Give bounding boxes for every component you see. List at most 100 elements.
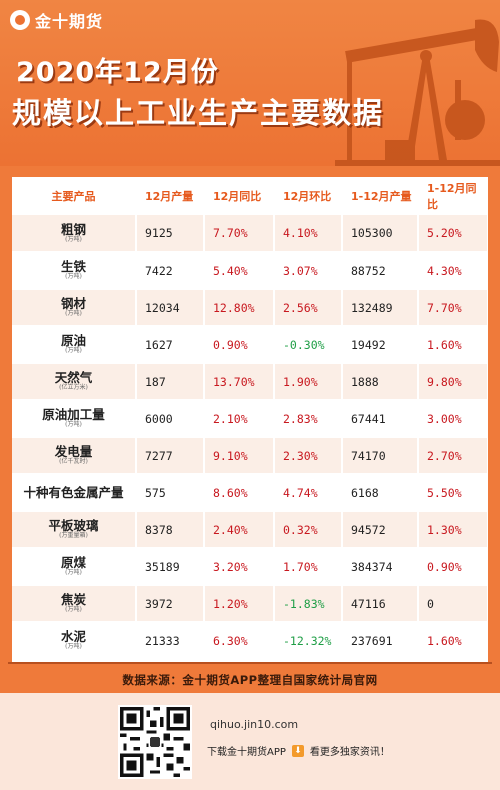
- product-unit: (亿立方米): [59, 384, 88, 391]
- column-header-dec-yoy: 12月同比: [204, 177, 275, 215]
- cell-dec-yoy: 7.70%: [204, 215, 275, 253]
- product-cell: 粗钢 (万吨): [12, 215, 137, 253]
- cell-ytd-yoy: 1.30%: [418, 511, 488, 549]
- cell-dec-mom: 1.90%: [274, 363, 343, 401]
- cell-ytd-output: 19492: [342, 326, 419, 364]
- product-cell: 原油 (万吨): [12, 326, 137, 364]
- website-url[interactable]: qihuo.jin10.com: [210, 718, 299, 731]
- cell-dec-output: 7422: [136, 252, 205, 290]
- product-cell: 钢材 (万吨): [12, 289, 137, 327]
- cell-ytd-yoy: 2.70%: [418, 437, 488, 475]
- product-unit: (万吨): [65, 310, 82, 317]
- table-row: 原煤 (万吨) 35189 3.20% 1.70% 384374 0.90%: [12, 548, 488, 586]
- cell-dec-mom: 3.07%: [274, 252, 343, 290]
- product-name: 水泥: [60, 629, 86, 644]
- cell-dec-mom: -1.83%: [274, 585, 343, 623]
- download-app-text: 下载金十期货APP: [207, 747, 286, 758]
- download-app-suffix: 看更多独家资讯！: [309, 747, 390, 758]
- table-row: 发电量 (亿千瓦时) 7277 9.10% 2.30% 74170 2.70%: [12, 437, 488, 475]
- cell-dec-yoy: 9.10%: [204, 437, 275, 475]
- product-unit: (亿千瓦时): [59, 458, 88, 465]
- page-title-date: 2020年12月份: [16, 57, 219, 88]
- cell-dec-yoy: 1.20%: [204, 585, 275, 623]
- product-cell: 原油加工量 (万吨): [12, 400, 137, 438]
- product-name: 原煤: [60, 555, 86, 570]
- product-cell: 发电量 (亿千瓦时): [12, 437, 137, 475]
- cell-dec-output: 7277: [136, 437, 205, 475]
- cell-dec-yoy: 8.60%: [204, 474, 275, 512]
- production-data-table: 主要产品 12月产量 12月同比 12月环比 1-12月产量 1-12月同比 粗…: [12, 177, 488, 660]
- column-header-dec-mom: 12月环比: [274, 177, 343, 215]
- table-header-row: 主要产品 12月产量 12月同比 12月环比 1-12月产量 1-12月同比: [12, 177, 488, 215]
- qr-code-image[interactable]: [118, 705, 192, 779]
- table-row: 水泥 (万吨) 21333 6.30% -12.32% 237691 1.60%: [12, 622, 488, 660]
- cell-ytd-yoy: 9.80%: [418, 363, 488, 401]
- table-row: 焦炭 (万吨) 3972 1.20% -1.83% 47116 0: [12, 585, 488, 623]
- cell-ytd-yoy: 1.60%: [418, 326, 488, 364]
- table-body: 粗钢 (万吨) 9125 7.70% 4.10% 105300 5.20% 生铁 (万吨) 742…: [12, 215, 488, 660]
- table-row: 原油加工量 (万吨) 6000 2.10% 2.83% 67441 3.00%: [12, 400, 488, 438]
- product-unit: (万吨): [65, 347, 82, 354]
- jin10-logo-icon: [10, 10, 30, 30]
- cell-dec-yoy: 5.40%: [204, 252, 275, 290]
- cell-ytd-yoy: 7.70%: [418, 289, 488, 327]
- cell-ytd-yoy: 0: [418, 585, 488, 623]
- table-row: 原油 (万吨) 1627 0.90% -0.30% 19492 1.60%: [12, 326, 488, 364]
- product-cell: 水泥 (万吨): [12, 622, 137, 660]
- cell-dec-mom: 4.74%: [274, 474, 343, 512]
- product-name: 平板玻璃: [48, 518, 99, 533]
- data-table-card: 金十期货 金十期货 金十期货 金十期货 金十期货 金十期货 金十期货 金十期货 …: [12, 177, 488, 662]
- cell-dec-yoy: 2.40%: [204, 511, 275, 549]
- cell-dec-output: 9125: [136, 215, 205, 253]
- cell-dec-yoy: 12.80%: [204, 289, 275, 327]
- page-title: 规模以上工业生产主要数据: [12, 96, 385, 130]
- header-banner: 金十期货 2020年12月份 规模以上工业生产主要数据: [0, 0, 500, 166]
- product-name: 焦炭: [60, 592, 86, 607]
- product-cell: 十种有色金属产量: [12, 474, 137, 512]
- table-row: 粗钢 (万吨) 9125 7.70% 4.10% 105300 5.20%: [12, 215, 488, 253]
- cell-dec-yoy: 0.90%: [204, 326, 275, 364]
- cell-dec-mom: 1.70%: [274, 548, 343, 586]
- product-name: 生铁: [60, 259, 86, 274]
- brand-name: 金十期货: [35, 12, 104, 31]
- cell-ytd-output: 132489: [342, 289, 419, 327]
- cell-ytd-yoy: 5.50%: [418, 474, 488, 512]
- table-row: 生铁 (万吨) 7422 5.40% 3.07% 88752 4.30%: [12, 252, 488, 290]
- qr-code-icon: [120, 707, 190, 777]
- cell-dec-output: 1627: [136, 326, 205, 364]
- cell-ytd-yoy: 1.60%: [418, 622, 488, 660]
- table-row: 钢材 (万吨) 12034 12.80% 2.56% 132489 7.70%: [12, 289, 488, 327]
- product-cell: 原煤 (万吨): [12, 548, 137, 586]
- product-unit: (万重量箱): [59, 532, 88, 539]
- product-name: 发电量: [54, 444, 93, 459]
- cell-ytd-output: 384374: [342, 548, 419, 586]
- cell-ytd-output: 47116: [342, 585, 419, 623]
- oil-pumpjack-illustration: [335, 19, 500, 166]
- cell-dec-output: 575: [136, 474, 205, 512]
- table-row: 十种有色金属产量 575 8.60% 4.74% 6168 5.50%: [12, 474, 488, 512]
- product-unit: (万吨): [65, 421, 82, 428]
- cell-ytd-output: 105300: [342, 215, 419, 253]
- cell-dec-mom: 4.10%: [274, 215, 343, 253]
- data-source-note: 数据来源：金十期货APP整理自国家统计局官网: [122, 673, 378, 687]
- cell-ytd-yoy: 4.30%: [418, 252, 488, 290]
- cell-dec-output: 187: [136, 363, 205, 401]
- download-app-prompt[interactable]: 下载金十期货APP ⬇ 看更多独家资讯！: [207, 743, 390, 758]
- column-header-ytd-output: 1-12月产量: [342, 177, 419, 215]
- table-row: 平板玻璃 (万重量箱) 8378 2.40% 0.32% 94572 1.30%: [12, 511, 488, 549]
- cell-dec-output: 21333: [136, 622, 205, 660]
- product-unit: (万吨): [65, 606, 82, 613]
- cell-dec-output: 8378: [136, 511, 205, 549]
- cell-dec-output: 35189: [136, 548, 205, 586]
- product-unit: (万吨): [65, 643, 82, 650]
- cell-dec-mom: 2.83%: [274, 400, 343, 438]
- column-header-product: 主要产品: [12, 177, 137, 215]
- footer-panel: qihuo.jin10.com 下载金十期货APP ⬇ 看更多独家资讯！: [0, 693, 500, 790]
- product-name: 天然气: [54, 370, 93, 385]
- product-name: 原油加工量: [42, 407, 105, 422]
- cell-dec-mom: -12.32%: [274, 622, 343, 660]
- cell-dec-yoy: 2.10%: [204, 400, 275, 438]
- product-cell: 焦炭 (万吨): [12, 585, 137, 623]
- product-unit: (万吨): [65, 235, 82, 243]
- cell-ytd-output: 1888: [342, 363, 419, 401]
